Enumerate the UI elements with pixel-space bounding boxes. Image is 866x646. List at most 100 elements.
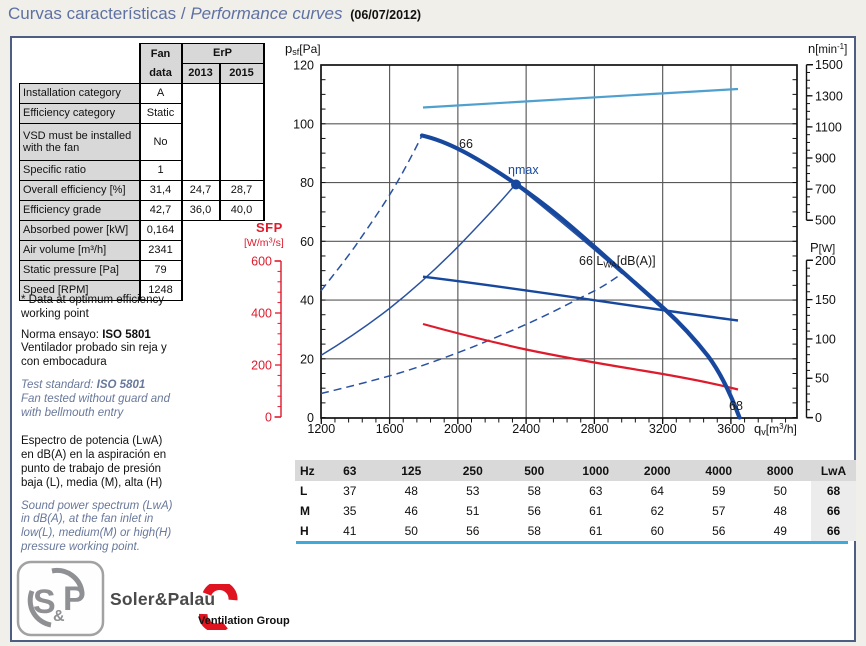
notes-block: * Data at optimum efficiency working poi… xyxy=(21,294,236,562)
speed-curve xyxy=(422,87,739,109)
svg-text:120: 120 xyxy=(293,59,314,73)
svg-text:1500: 1500 xyxy=(815,58,843,72)
n-axis-title: n[min-1] xyxy=(808,41,847,56)
y-axis-minor-ticks-left xyxy=(321,64,326,419)
svg-text:200: 200 xyxy=(251,359,272,373)
p-axis-title: P[W] xyxy=(810,240,835,255)
qv-axis-title: qv[m3/h] xyxy=(754,421,797,437)
svg-text:150: 150 xyxy=(815,293,836,307)
sfp-tick-labels: 600 400 200 0 xyxy=(251,255,272,425)
page-title: Curvas características / Performance cur… xyxy=(8,4,422,23)
svg-text:3200: 3200 xyxy=(649,422,677,436)
sound-spectrum-table: Hz 63 125 250 500 1000 2000 4000 8000 Lw… xyxy=(295,460,856,541)
table-row: Speed [RPM] 1248 xyxy=(19,280,264,301)
etamax-point xyxy=(511,179,521,190)
note-optimum: * Data at optimum efficiency working poi… xyxy=(21,294,164,320)
y-axis-minor-ticks-right xyxy=(792,64,797,419)
sfp-major-ticks xyxy=(275,260,281,418)
col-header-erp: ErP xyxy=(180,43,265,64)
power-curve xyxy=(422,275,739,322)
sfp-minor-ticks xyxy=(277,260,281,418)
svg-text:1300: 1300 xyxy=(815,89,843,103)
fan-arc-top-icon xyxy=(51,568,85,594)
svg-text:100: 100 xyxy=(815,332,836,346)
table-row: Efficiency category Static xyxy=(19,103,265,124)
n-minor-ticks xyxy=(806,64,810,221)
x-axis-major-ticks xyxy=(320,418,732,424)
sp-logo: S & P xyxy=(16,560,106,638)
y-left-tick-labels: 120 100 80 60 40 20 0 xyxy=(293,59,314,426)
svg-text:100: 100 xyxy=(293,117,314,131)
svg-text:20: 20 xyxy=(300,352,314,366)
table-row: Air volume [m³/h] 2341 xyxy=(19,240,264,261)
lwa-label-low: 68 xyxy=(729,399,743,413)
note-espectro: Espectro de potencia (LwA) en dB(A) en l… xyxy=(21,435,167,489)
datasheet-frame: Fan ErP data 2013 2015 Installation cate… xyxy=(10,36,856,642)
table-row: Efficiency grade 42,7 36,0 40,0 xyxy=(19,200,265,221)
svg-text:P: P xyxy=(63,580,86,618)
system-curve-high-dashed xyxy=(320,135,423,292)
col-header-data: data xyxy=(138,63,183,84)
system-curve-low-dashed xyxy=(320,272,623,395)
sfp-axis-title: SFP xyxy=(256,220,283,235)
svg-text:600: 600 xyxy=(251,255,272,269)
title-es: Curvas características xyxy=(8,4,177,23)
p-minor-ticks xyxy=(806,259,810,419)
note-test-standard: Test standard: ISO 5801 Fan tested witho… xyxy=(21,378,170,419)
svg-text:3600: 3600 xyxy=(717,422,745,436)
svg-text:S: S xyxy=(33,583,56,621)
col-header-2015: 2015 xyxy=(218,63,265,84)
sfp-curve xyxy=(422,322,739,391)
fan-data-table: Fan ErP data 2013 2015 Installation cate… xyxy=(19,43,265,301)
sound-row-H: H xyxy=(295,521,319,541)
svg-text:40: 40 xyxy=(300,294,314,308)
svg-text:2000: 2000 xyxy=(444,422,472,436)
brand-group-name: Ventilation Group xyxy=(198,615,290,627)
brand-swoosh-icon xyxy=(198,581,241,635)
sfp-axis-unit: [W/m3/s] xyxy=(244,236,284,250)
fan-arc-bottom-icon xyxy=(27,590,52,628)
svg-text:0: 0 xyxy=(265,411,272,425)
table-row: Installation category A xyxy=(19,83,265,104)
svg-text:1100: 1100 xyxy=(815,120,842,134)
svg-text:80: 80 xyxy=(300,176,314,190)
svg-text:900: 900 xyxy=(815,152,836,166)
x-tick-labels: 1200 1600 2000 2400 2800 3200 3600 xyxy=(307,422,745,436)
pressure-curve xyxy=(419,133,742,420)
svg-text:1200: 1200 xyxy=(307,422,335,436)
svg-text:&: & xyxy=(53,608,65,625)
svg-text:0: 0 xyxy=(307,411,314,425)
sfp-axis xyxy=(274,260,282,418)
efficiency-rising-curve xyxy=(320,185,515,357)
table-row: Absorbed power [kW] 0,164 xyxy=(19,220,264,241)
svg-text:60: 60 xyxy=(300,235,314,249)
sound-header-hz: Hz xyxy=(295,460,319,481)
psf-axis-title: psf[Pa] xyxy=(285,41,321,57)
brand-name: Soler&Palau xyxy=(110,589,216,609)
table-underline-rule xyxy=(296,541,848,544)
performance-chart: 120 100 80 60 40 20 0 600 400 200 0 1500… xyxy=(244,41,847,437)
note-sound-spectrum: Sound power spectrum (LwA) in dB(A), at … xyxy=(21,499,173,553)
svg-text:400: 400 xyxy=(251,307,272,321)
svg-text:2400: 2400 xyxy=(512,422,540,436)
sound-header-lwa: LwA xyxy=(811,460,856,481)
svg-text:700: 700 xyxy=(815,183,836,197)
note-norma-ensayo: Norma ensayo: ISO 5801 Ventilador probad… xyxy=(21,328,167,369)
col-header-fan: Fan xyxy=(138,43,183,64)
lwa-label-high: 66 xyxy=(459,137,473,151)
svg-text:200: 200 xyxy=(815,254,836,268)
table-row: Specific ratio 1 xyxy=(19,160,265,181)
etamax-label: ηmax xyxy=(508,163,539,177)
svg-text:2800: 2800 xyxy=(581,422,609,436)
svg-text:1600: 1600 xyxy=(376,422,404,436)
svg-text:0: 0 xyxy=(815,411,822,425)
n-tick-labels: 1500 1300 1100 900 700 500 xyxy=(815,58,843,228)
svg-text:50: 50 xyxy=(815,372,829,386)
sound-row-M: M xyxy=(295,501,319,521)
sound-row-L: L xyxy=(295,481,319,501)
title-date: (06/07/2012) xyxy=(350,8,422,22)
table-row: Overall efficiency [%] 31,4 24,7 28,7 xyxy=(19,180,265,201)
title-en: Performance curves xyxy=(190,4,343,23)
lwa-label-mid: 66 LWA[dB(A)] xyxy=(579,254,656,270)
